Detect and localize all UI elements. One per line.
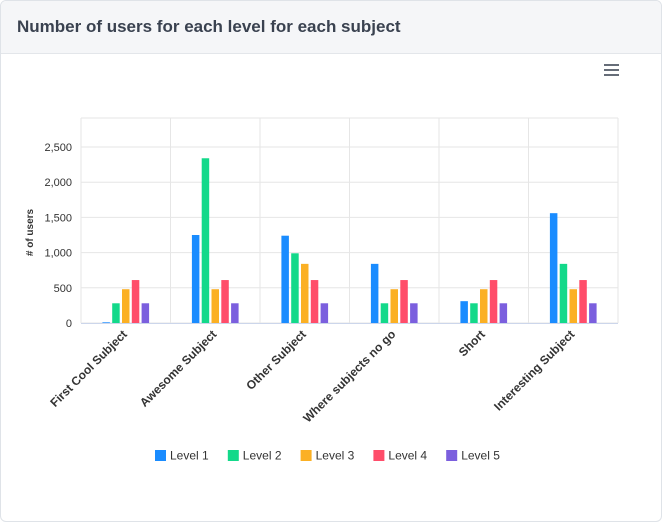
legend-swatch: [155, 450, 166, 461]
bar-level-2: [470, 303, 478, 323]
y-tick-label: 1,000: [44, 248, 72, 260]
bar-level-1: [460, 301, 468, 323]
bar-level-3: [122, 289, 130, 323]
bar-level-4: [221, 280, 229, 323]
bar-level-1: [370, 263, 379, 323]
bar-level-1: [549, 213, 558, 323]
legend-swatch: [300, 450, 312, 461]
y-axis-title: # of users: [25, 208, 36, 256]
bar-level-5: [320, 303, 329, 323]
legend-label: Level 2: [243, 449, 282, 463]
bar-level-4: [131, 280, 140, 323]
card-header: Number of users for each level for each …: [1, 1, 661, 54]
x-tick-label: First Cool Subject: [47, 327, 130, 410]
legend-swatch: [227, 450, 239, 461]
legend-label: Level 3: [316, 449, 355, 463]
legend-label: Level 4: [388, 449, 427, 463]
x-tick-label: Short: [456, 327, 488, 359]
bar-level-5: [499, 303, 508, 323]
x-tick-label: Where subjects no go: [300, 327, 398, 425]
y-tick-label: 2,000: [44, 177, 72, 189]
bar-level-2: [380, 303, 389, 323]
bar-level-4: [579, 280, 587, 323]
bar-level-3: [390, 289, 398, 323]
x-tick-label: Awesome Subject: [137, 327, 219, 409]
bar-level-4: [489, 280, 498, 323]
bar-level-5: [589, 303, 597, 323]
bar-level-1: [102, 322, 110, 323]
chart-menu-button[interactable]: [601, 61, 623, 79]
y-tick-label: 1,500: [44, 212, 72, 224]
bar-level-3: [301, 263, 309, 323]
y-tick-label: 2,500: [44, 142, 72, 154]
bar-level-3: [569, 289, 577, 323]
legend-swatch: [446, 450, 458, 461]
x-tick-label: Other Subject: [243, 327, 309, 393]
card-title: Number of users for each level for each …: [17, 17, 401, 36]
bar-level-5: [410, 303, 418, 323]
bar-level-5: [231, 303, 239, 323]
bar-level-4: [310, 280, 319, 323]
bar-level-2: [559, 263, 568, 323]
legend-label: Level 5: [461, 449, 500, 463]
y-tick-label: 500: [54, 283, 72, 295]
bar-level-2: [201, 158, 210, 323]
hamburger-menu-icon: [604, 64, 619, 66]
bar-level-3: [480, 289, 488, 323]
legend-label: Level 1: [170, 449, 209, 463]
bar-level-5: [141, 303, 150, 323]
bar-level-4: [400, 280, 408, 323]
legend-swatch: [373, 450, 385, 461]
x-tick-label: Interesting Subject: [491, 327, 577, 413]
bar-level-3: [211, 289, 219, 323]
bar-level-1: [191, 235, 200, 323]
bar-level-2: [112, 303, 120, 323]
bar-level-2: [291, 253, 299, 323]
bar-level-1: [281, 235, 289, 323]
y-tick-label: 0: [66, 318, 72, 330]
